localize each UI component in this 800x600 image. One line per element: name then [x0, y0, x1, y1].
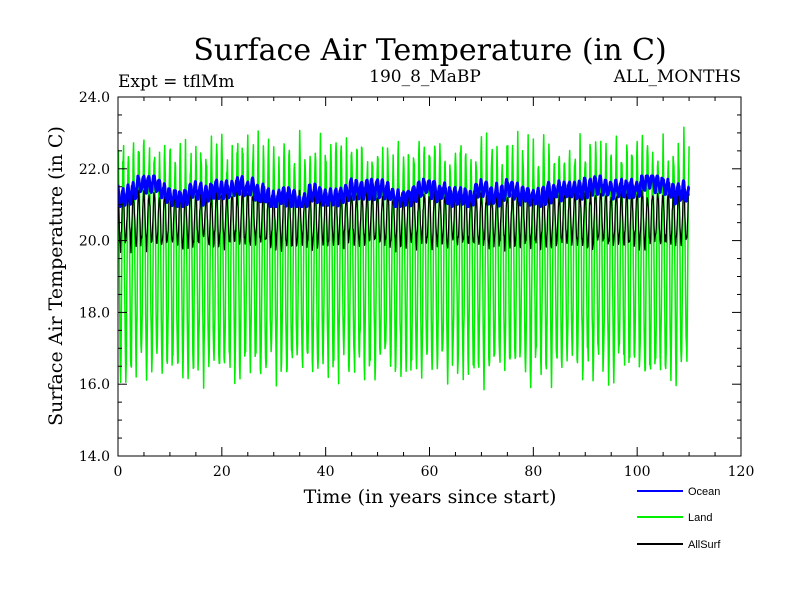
plot-area	[117, 96, 742, 457]
y-axis-label: Surface Air Temperature (in C)	[45, 126, 67, 426]
tick-layer: 0 20 40 60 80 100 120 14.0 16.0 18.0 20.0 22.0 24.0	[79, 90, 755, 480]
chart-title: Surface Air Temperature (in C)	[193, 33, 666, 68]
legend: Ocean Land AllSurf	[637, 486, 721, 551]
y-tick-label: 16.0	[79, 377, 110, 393]
y-tick-label: 20.0	[79, 234, 110, 250]
subtitle-right: ALL_MONTHS	[613, 67, 741, 87]
x-tick-label: 0	[114, 464, 123, 480]
x-tick-label: 120	[728, 464, 755, 480]
x-tick-label: 100	[624, 464, 651, 480]
series-line-land	[118, 126, 690, 391]
series-line-ocean	[118, 174, 691, 208]
subtitle-center: 190_8_MaBP	[369, 67, 481, 87]
x-tick-label: 80	[524, 464, 542, 480]
y-tick-label: 22.0	[79, 162, 110, 178]
y-tick-label: 14.0	[79, 449, 110, 465]
expt-label: Expt = tflMm	[118, 72, 234, 92]
y-tick-label: 18.0	[79, 305, 110, 321]
legend-label-allsurf: AllSurf	[688, 539, 721, 551]
series-layer	[118, 126, 691, 391]
x-axis-label: Time (in years since start)	[304, 486, 557, 508]
x-tick-label: 20	[213, 464, 231, 480]
x-tick-label: 40	[317, 464, 335, 480]
y-tick-label: 24.0	[79, 90, 110, 106]
legend-label-land: Land	[688, 512, 712, 524]
legend-label-ocean: Ocean	[688, 486, 720, 498]
x-tick-label: 60	[421, 464, 439, 480]
